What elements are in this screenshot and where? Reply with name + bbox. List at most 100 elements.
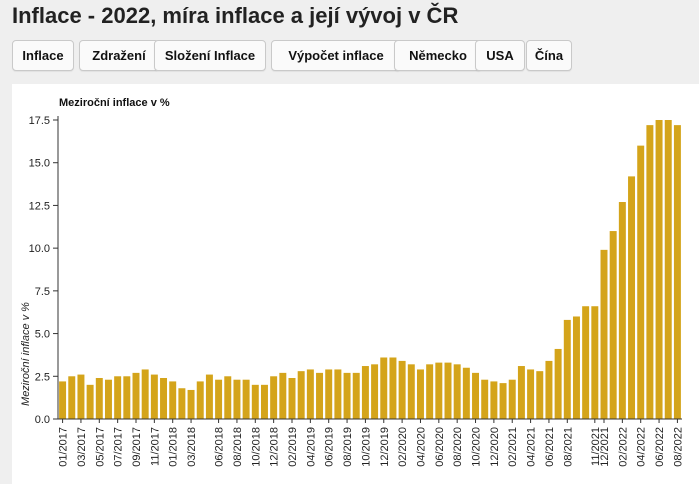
bar[interactable] [361, 366, 369, 419]
bar[interactable] [490, 381, 498, 419]
bar[interactable] [297, 371, 305, 419]
bar[interactable] [242, 379, 250, 419]
bar[interactable] [68, 376, 76, 419]
bar[interactable] [215, 379, 223, 419]
bar[interactable] [618, 202, 626, 419]
bar[interactable] [545, 360, 553, 419]
x-tick-label: 02/2020 [397, 427, 409, 467]
bar[interactable] [150, 374, 158, 419]
bar[interactable] [334, 369, 342, 419]
bar[interactable] [536, 371, 544, 419]
x-tick-label: 08/2019 [342, 427, 354, 467]
y-tick-label: 0.0 [35, 414, 50, 426]
bar[interactable] [416, 369, 424, 419]
x-tick-label: 01/2017 [58, 427, 70, 467]
bar[interactable] [517, 366, 525, 419]
bar[interactable] [288, 377, 296, 419]
bar[interactable] [169, 381, 177, 419]
bar[interactable] [123, 376, 131, 419]
bar[interactable] [279, 372, 287, 419]
bar[interactable] [600, 249, 608, 419]
bar[interactable] [407, 364, 415, 419]
tab-slozeni-inflace[interactable]: Složení Inflace [154, 40, 266, 71]
x-tick-label: 12/2018 [269, 427, 281, 467]
tab-vypocet-inflace[interactable]: Výpočet inflace [271, 40, 401, 71]
bar[interactable] [499, 383, 507, 419]
tab-cina[interactable]: Čína [526, 40, 572, 71]
x-tick-label: 12/2021 [599, 427, 611, 467]
bar[interactable] [95, 377, 103, 419]
bar[interactable] [554, 348, 562, 419]
bar[interactable] [472, 372, 480, 419]
x-tick-label: 06/2018 [214, 427, 226, 467]
x-tick-label: 12/2020 [489, 427, 501, 467]
bar[interactable] [104, 379, 112, 419]
bar[interactable] [160, 377, 168, 419]
bar[interactable] [251, 384, 259, 419]
bar[interactable] [664, 120, 672, 419]
x-tick-label: 12/2019 [379, 427, 391, 467]
tab-zdrazeni[interactable]: Zdražení [79, 40, 159, 71]
tab-usa[interactable]: USA [475, 40, 525, 71]
bar[interactable] [187, 389, 195, 419]
bar[interactable] [114, 376, 122, 419]
bar[interactable] [352, 372, 360, 419]
bar[interactable] [132, 372, 140, 419]
x-tick-label: 02/2021 [507, 427, 519, 467]
bar[interactable] [59, 381, 67, 419]
bar[interactable] [646, 125, 654, 419]
bar[interactable] [673, 125, 681, 419]
x-tick-label: 10/2019 [360, 427, 372, 467]
chart-title: Meziroční inflace v % [59, 97, 170, 109]
bar[interactable] [527, 369, 535, 419]
bar[interactable] [582, 306, 590, 419]
bar[interactable] [77, 374, 85, 419]
bar[interactable] [563, 319, 571, 419]
bar[interactable] [398, 360, 406, 419]
bar[interactable] [224, 376, 232, 419]
bar[interactable] [371, 364, 379, 419]
bar[interactable] [196, 381, 204, 419]
bar[interactable] [233, 379, 241, 419]
bar[interactable] [316, 372, 324, 419]
x-tick-label: 06/2022 [654, 427, 666, 467]
bar[interactable] [260, 384, 268, 419]
bar[interactable] [325, 369, 333, 419]
x-tick-label: 04/2020 [415, 427, 427, 467]
bar[interactable] [86, 384, 94, 419]
bar[interactable] [591, 306, 599, 419]
bar[interactable] [453, 364, 461, 419]
tab-nemecko[interactable]: Německo [394, 40, 482, 71]
bar[interactable] [343, 372, 351, 419]
bar[interactable] [306, 369, 314, 419]
y-tick-label: 15.0 [29, 158, 50, 170]
bar[interactable] [637, 145, 645, 419]
bar[interactable] [444, 362, 452, 419]
y-tick-label: 12.5 [29, 200, 50, 212]
x-tick-label: 06/2020 [434, 427, 446, 467]
bar[interactable] [628, 176, 636, 419]
x-tick-label: 08/2020 [452, 427, 464, 467]
chart-panel: Meziroční inflace v % Meziroční inflace … [12, 84, 699, 484]
inflation-chart: Meziroční inflace v % Meziroční inflace … [20, 97, 684, 467]
bar[interactable] [609, 231, 617, 419]
x-tick-label: 08/2018 [232, 427, 244, 467]
y-tick-label: 7.5 [35, 286, 50, 298]
bar[interactable] [655, 120, 663, 419]
bar[interactable] [380, 357, 388, 419]
bar[interactable] [205, 374, 213, 419]
bar[interactable] [572, 316, 580, 419]
bar[interactable] [508, 379, 516, 419]
bar[interactable] [389, 357, 397, 419]
x-tick-label: 11/2021 [590, 427, 602, 466]
bar[interactable] [481, 379, 489, 419]
bar[interactable] [178, 388, 186, 419]
tab-inflace[interactable]: Inflace [12, 40, 74, 71]
bar[interactable] [270, 376, 278, 419]
bar[interactable] [462, 367, 470, 419]
y-tick-label: 5.0 [35, 329, 50, 341]
bar[interactable] [141, 369, 149, 419]
x-tick-label: 10/2018 [250, 427, 262, 467]
bar[interactable] [426, 364, 434, 419]
bar[interactable] [435, 362, 443, 419]
